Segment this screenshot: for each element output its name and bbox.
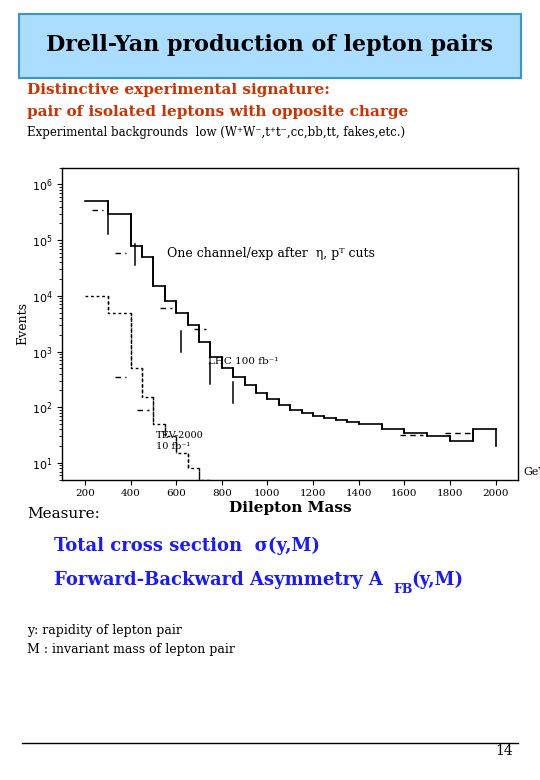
- Text: Experimental backgrounds  low (W⁺W⁻,t⁺t⁻,cc,bb,tt, fakes,etc.): Experimental backgrounds low (W⁺W⁻,t⁺t⁻,…: [27, 126, 405, 140]
- Text: TEV-2000
10 fb⁻¹: TEV-2000 10 fb⁻¹: [156, 431, 204, 451]
- Text: Measure:: Measure:: [27, 507, 100, 521]
- Text: y: rapidity of lepton pair: y: rapidity of lepton pair: [27, 624, 182, 637]
- Text: pair of isolated leptons with opposite charge: pair of isolated leptons with opposite c…: [27, 105, 408, 119]
- Text: LHC 100 fb⁻¹: LHC 100 fb⁻¹: [208, 357, 279, 366]
- Text: FB: FB: [393, 583, 413, 597]
- Text: Drell-Yan production of lepton pairs: Drell-Yan production of lepton pairs: [46, 34, 494, 56]
- Text: GeV: GeV: [523, 467, 540, 477]
- Text: Distinctive experimental signature:: Distinctive experimental signature:: [27, 83, 330, 98]
- FancyBboxPatch shape: [19, 14, 521, 78]
- Text: Total cross section  σ(y,M): Total cross section σ(y,M): [54, 537, 320, 555]
- Y-axis label: Events: Events: [16, 302, 29, 346]
- Text: 14: 14: [495, 744, 513, 758]
- Text: One channel/exp after  η, pᵀ cuts: One channel/exp after η, pᵀ cuts: [167, 247, 375, 260]
- X-axis label: Dilepton Mass: Dilepton Mass: [229, 502, 352, 516]
- Text: (y,M): (y,M): [411, 571, 464, 589]
- Text: M : invariant mass of lepton pair: M : invariant mass of lepton pair: [27, 644, 235, 657]
- Text: Forward-Backward Asymmetry A: Forward-Backward Asymmetry A: [54, 571, 383, 589]
